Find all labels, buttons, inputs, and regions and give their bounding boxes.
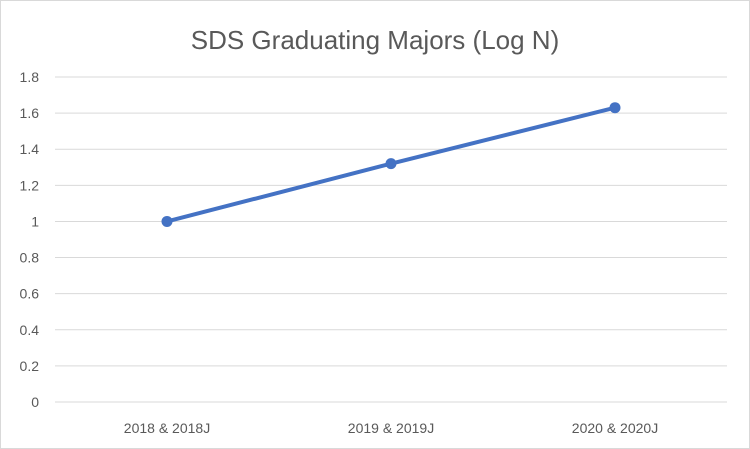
y-tick-label: 0.2 [20, 358, 40, 374]
y-tick-label: 1.6 [20, 105, 40, 121]
x-tick-label: 2019 & 2019J [348, 420, 434, 436]
y-tick-label: 0 [31, 394, 39, 410]
x-axis-ticks: 2018 & 2018J 2019 & 2019J 2020 & 2020J [124, 420, 658, 436]
y-tick-label: 1.4 [20, 141, 40, 157]
y-axis-ticks: 0 0.2 0.4 0.6 0.8 1 1.2 1.4 1.6 1.8 [20, 69, 40, 410]
y-tick-label: 1.2 [20, 177, 40, 193]
y-tick-label: 0.6 [20, 286, 40, 302]
chart-title: SDS Graduating Majors (Log N) [191, 25, 559, 55]
gridlines [55, 76, 727, 403]
x-tick-label: 2018 & 2018J [124, 420, 210, 436]
x-tick-label: 2020 & 2020J [572, 420, 658, 436]
y-tick-label: 1.8 [20, 69, 40, 85]
y-tick-label: 1 [31, 213, 39, 229]
series-layer [161, 102, 621, 227]
data-point [385, 158, 397, 170]
data-point [609, 102, 621, 114]
y-tick-label: 0.8 [20, 250, 40, 266]
y-tick-label: 0.4 [20, 322, 40, 338]
data-point [161, 215, 173, 227]
